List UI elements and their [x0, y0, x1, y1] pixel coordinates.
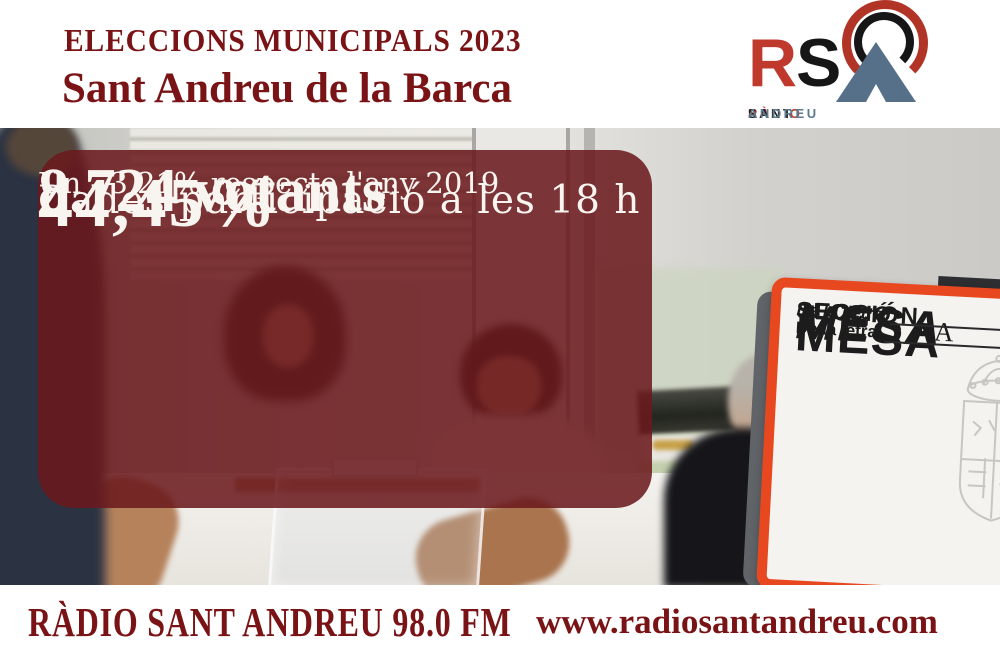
- comparison-note: Un - 3,21% respecte l'any 2019: [38, 166, 500, 200]
- voters-count: 8.724 votants: [38, 157, 386, 225]
- logo-tagline-sant: SANT: [748, 106, 794, 121]
- participation-percentage: 44,45%: [38, 165, 278, 242]
- logo-tagline-radio: RÀDIO: [748, 106, 803, 121]
- radio-wave-outer-icon: [842, 0, 928, 86]
- mesa-sign: SECCIÓN SECCIÓ MESA MESA De la letra A a…: [756, 276, 1000, 585]
- logo-letter-s: S: [796, 25, 842, 101]
- photo-desk-item: [652, 440, 694, 450]
- logo-letter-r: R: [748, 25, 798, 101]
- coat-of-arms-icon: [958, 354, 1000, 522]
- website-url: www.radiosantandreu.com: [536, 601, 938, 641]
- station-name: RÀDIO SANT ANDREU 98.0 FM: [28, 598, 512, 645]
- radio-wave-inner-icon: [854, 12, 914, 72]
- card-title: Dades participació a les 18 h: [38, 178, 641, 223]
- footer-band: RÀDIO SANT ANDREU 98.0 FM www.radiosanta…: [0, 585, 1000, 660]
- participation-card: Dades participació a les 18 h 44,45% 8.7…: [38, 150, 652, 508]
- event-title: ELECCIONS MUNICIPALS 2023: [64, 22, 522, 58]
- municipality-title: Sant Andreu de la Barca: [62, 65, 512, 112]
- rsa-logo: R S RÀDIO SANT ANDREU: [746, 0, 936, 124]
- logo-tagline-andreu: ANDREU: [748, 106, 819, 121]
- polling-station-photo: SECCIÓN SECCIÓ MESA MESA De la letra A a…: [0, 128, 1000, 585]
